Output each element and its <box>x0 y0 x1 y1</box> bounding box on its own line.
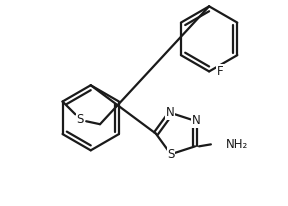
Text: F: F <box>217 65 223 78</box>
Text: S: S <box>77 113 84 126</box>
Text: N: N <box>166 107 174 119</box>
Text: S: S <box>167 148 175 161</box>
Text: NH₂: NH₂ <box>226 138 248 151</box>
Text: N: N <box>192 114 200 127</box>
